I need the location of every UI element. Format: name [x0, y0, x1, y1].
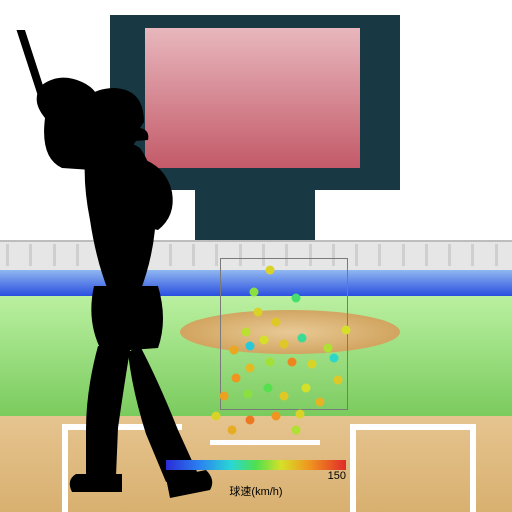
legend-ticks: 100 150 — [166, 470, 346, 482]
pitch-marker — [334, 376, 343, 385]
pitch-marker — [280, 340, 289, 349]
pitch-marker — [298, 334, 307, 343]
pitch-marker — [272, 318, 281, 327]
pitch-marker — [254, 308, 263, 317]
pitch-marker — [280, 392, 289, 401]
velocity-legend: 100 150 球速(km/h) — [166, 460, 346, 499]
pitch-marker — [292, 426, 301, 435]
pitch-marker — [260, 336, 269, 345]
pitch-marker — [264, 384, 273, 393]
pitch-location-chart: 100 150 球速(km/h) — [0, 0, 512, 512]
pitch-marker — [250, 288, 259, 297]
pitch-marker — [316, 398, 325, 407]
pitch-marker — [324, 344, 333, 353]
pitch-marker — [288, 358, 297, 367]
pitch-marker — [308, 360, 317, 369]
pitch-marker — [266, 266, 275, 275]
pitch-marker — [266, 358, 275, 367]
legend-tick-min: 100 — [166, 470, 184, 482]
legend-colorbar — [166, 460, 346, 470]
legend-tick-max: 150 — [328, 470, 346, 482]
pitch-marker — [330, 354, 339, 363]
pitch-marker — [292, 294, 301, 303]
batter-silhouette — [0, 30, 250, 510]
legend-label: 球速(km/h) — [166, 483, 346, 499]
pitch-marker — [302, 384, 311, 393]
pitch-marker — [342, 326, 351, 335]
pitch-marker — [272, 412, 281, 421]
pitch-marker — [296, 410, 305, 419]
